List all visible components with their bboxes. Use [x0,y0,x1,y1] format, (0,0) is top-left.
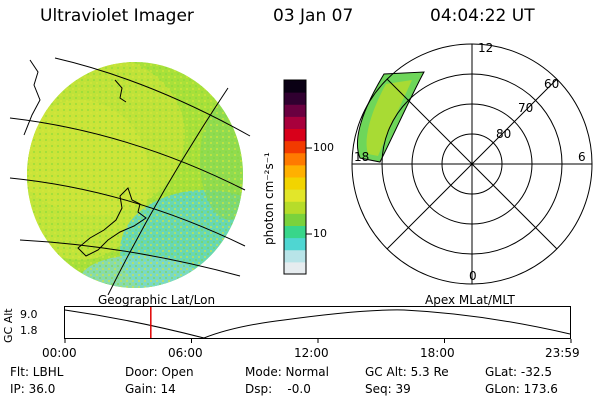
status-gc-alt: GC Alt: 5.3 Re [365,365,449,379]
altitude-ylabel: GC Alt [2,308,15,343]
time-tick-3: 18:00 [420,346,455,360]
colorbar-tick-100: 100 [313,141,334,154]
mlt-label-0: 0 [469,269,477,283]
instrument-title: Ultraviolet Imager [40,6,194,26]
colorbar-band [284,164,306,178]
colorbar-band [284,116,306,129]
colorbar-band [284,249,306,263]
geographic-caption: Geographic Lat/Lon [98,293,216,307]
polar-grid [351,43,593,285]
colorbar-band [284,152,306,166]
status-filter: Flt: LBHL [10,365,64,379]
colorbar-band [284,261,306,275]
status-mode: Mode: Normal [245,365,329,379]
status-seq: Seq: 39 [365,382,411,396]
time-label: 04:04:22 UT [430,6,535,26]
colorbar-band [284,177,306,190]
geographic-image-panel [9,57,251,295]
colorbar-band [284,201,306,214]
geo-grid [9,57,251,295]
colorbar-tick-10: 10 [313,227,327,240]
altitude-strip-plot [64,306,572,343]
colorbar-band [284,140,306,154]
colorbar-band [284,104,306,117]
mlt-label-18: 18 [354,150,369,164]
status-glon: GLon: 173.6 [485,382,558,396]
status-dsp: Dsp: -0.0 [245,382,311,396]
colorbar-band [284,80,306,93]
colorbar-band [284,237,306,251]
altitude-curve [64,309,571,339]
status-door: Door: Open [125,365,194,379]
date-label: 03 Jan 07 [273,6,354,26]
colorbar-band [284,225,306,239]
mlt-label-6: 6 [578,150,586,164]
colorbar-band [284,128,306,142]
mlat-label-80: 80 [496,127,511,141]
altitude-tick-low: 1.8 [20,324,38,337]
island-coast [114,79,127,103]
mlat-label-70: 70 [518,101,533,115]
time-tick-1: 06:00 [168,346,203,360]
colorbar [283,79,312,275]
australia-coast [23,59,41,136]
new-zealand-coast [77,187,147,257]
apex-caption: Apex MLat/MLT [425,293,515,307]
status-ip: IP: 36.0 [10,382,56,396]
status-glat: GLat: -32.5 [485,365,552,379]
colorbar-band [284,213,306,226]
colorbar-band [284,189,306,202]
time-tick-0: 00:00 [42,346,77,360]
altitude-tick-high: 9.0 [20,308,38,321]
time-tick-4: 23:59 [545,346,580,360]
status-gain: Gain: 14 [125,382,176,396]
mlat-label-60: 60 [544,77,559,91]
colorbar-band [284,92,306,105]
apex-polar-plot: 12 6 0 18 60 70 80 [351,42,593,285]
colorbar-unit-label: photon cm⁻²s⁻¹ [262,152,276,245]
time-tick-2: 12:00 [294,346,329,360]
colorbar-gradient [284,80,306,275]
uv-disk-image [27,62,243,288]
mlt-label-12: 12 [478,42,493,55]
